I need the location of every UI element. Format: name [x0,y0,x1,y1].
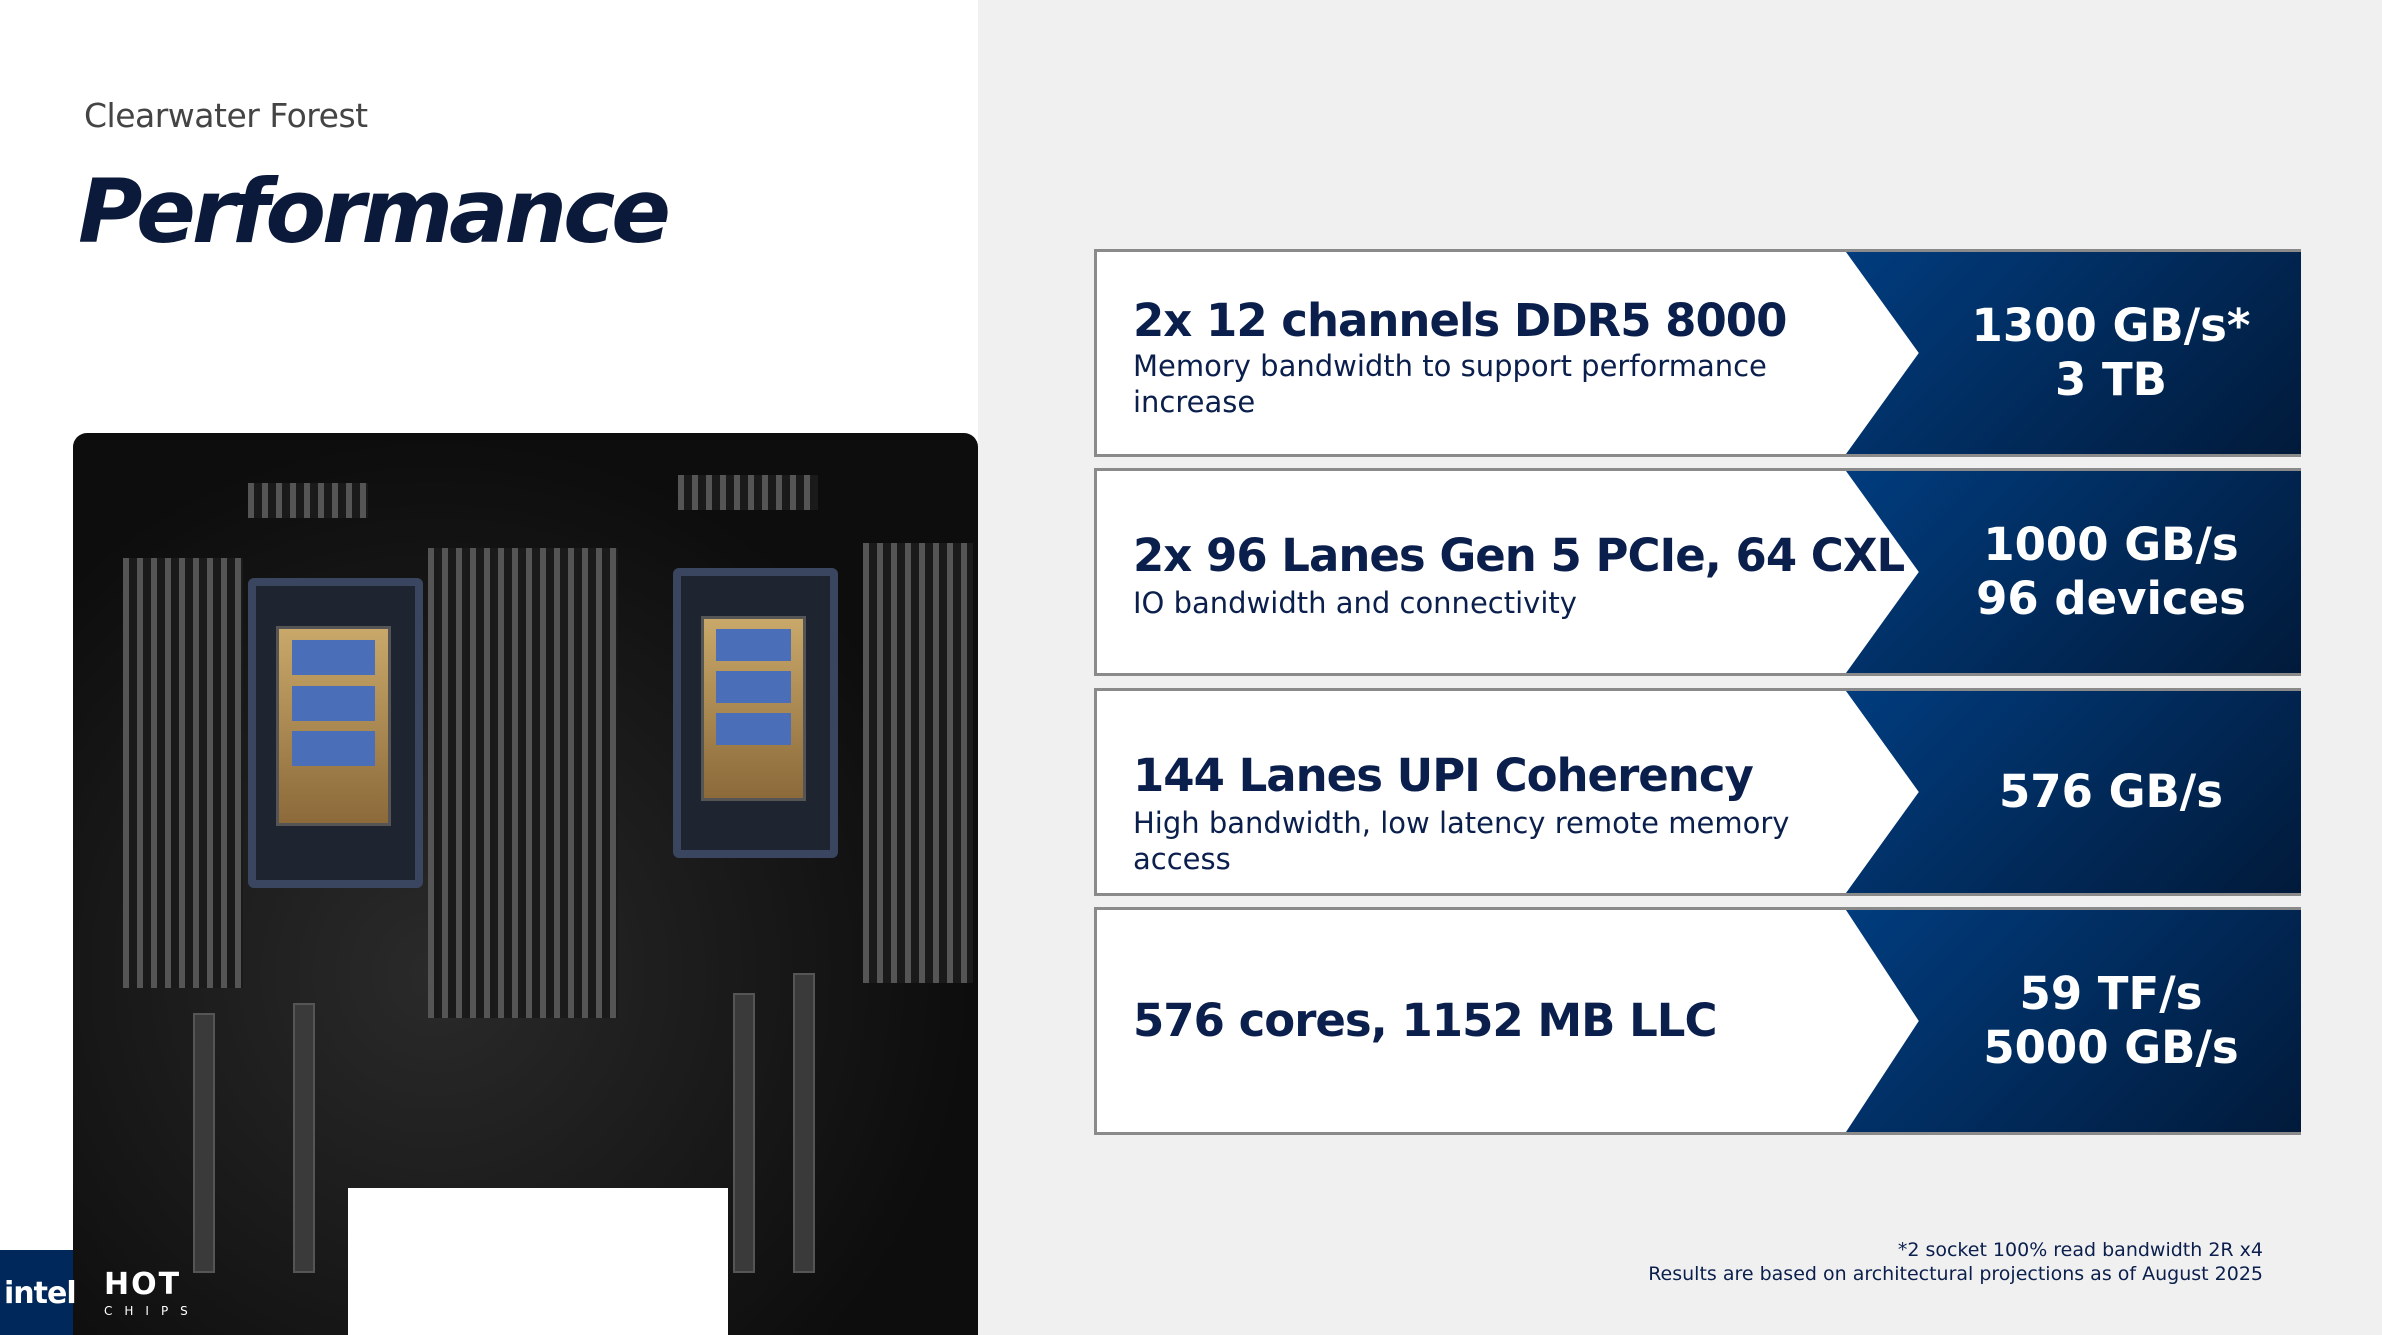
footnote-line: Results are based on architectural proje… [1648,1263,2263,1285]
card-value: 576 GB/s [1998,765,2224,818]
card-description: Memory bandwidth to support performance … [1133,349,1767,419]
card-heading: 576 cores, 1152 MB LLC [1133,994,1717,1047]
card-value: 1000 GB/s [1983,518,2239,571]
slide-title: Performance [78,160,671,263]
footnote-line: *2 socket 100% read bandwidth 2R x4 [1897,1239,2263,1261]
card-value: 5000 GB/s [1983,1021,2239,1074]
footnote: *2 socket 100% read bandwidth 2R x4 Resu… [1648,1238,2263,1286]
card-value: 96 devices [1976,572,2246,625]
card-heading: 2x 96 Lanes Gen 5 PCIe, 64 CXL [1133,529,1905,582]
spec-card-io: 2x 96 Lanes Gen 5 PCIe, 64 CXL IO bandwi… [1094,468,2301,676]
card-heading: 2x 12 channels DDR5 8000 [1133,294,1787,347]
card-value: 3 TB [2055,353,2167,406]
hot-chips-logo: HOT CHIPS [104,1267,200,1319]
card-description: IO bandwidth and connectivity [1133,586,1577,620]
spec-card-cores: 576 cores, 1152 MB LLC 59 TF/s 5000 GB/s [1094,907,2301,1135]
card-description: High bandwidth, low latency remote memor… [1133,806,1790,876]
intel-logo: intel [0,1250,77,1335]
spec-card-upi: 144 Lanes UPI Coherency High bandwidth, … [1094,688,2301,896]
card-value: 1300 GB/s* [1971,299,2251,352]
left-panel: Clearwater Forest Performance intel HOT C… [0,0,978,1335]
slide-subtitle: Clearwater Forest [84,96,368,135]
card-heading: 144 Lanes UPI Coherency [1133,749,1754,802]
card-value: 59 TF/s [2019,967,2203,1020]
motherboard-image [73,433,978,1335]
spec-card-memory: 2x 12 channels DDR5 8000 Memory bandwidt… [1094,249,2301,457]
